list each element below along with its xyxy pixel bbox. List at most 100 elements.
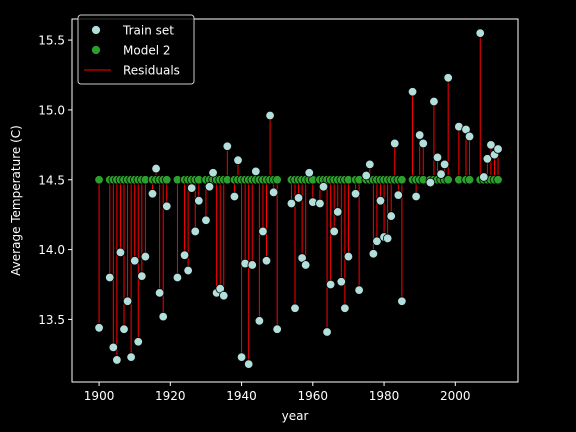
model-point: [397, 175, 407, 185]
model-points: [94, 175, 503, 185]
train-point: [183, 265, 193, 276]
train-point: [137, 271, 147, 281]
y-tick-label: 14.0: [38, 243, 65, 257]
train-point: [475, 28, 485, 38]
train-point: [129, 256, 140, 266]
train-point: [140, 251, 151, 262]
train-point: [382, 233, 393, 244]
train-point: [112, 355, 122, 365]
train-point: [254, 316, 265, 326]
train-point: [208, 168, 218, 178]
train-point: [122, 296, 133, 306]
train-point: [375, 196, 386, 206]
train-point: [119, 324, 129, 334]
legend-train-marker: [91, 25, 101, 35]
train-point: [158, 311, 168, 322]
train-point: [325, 279, 336, 290]
y-tick-label: 13.5: [38, 313, 65, 327]
train-point: [194, 196, 204, 206]
x-tick-label: 1920: [155, 389, 186, 403]
train-point: [126, 352, 136, 362]
train-point: [151, 163, 161, 174]
train-point: [265, 110, 275, 121]
train-point: [133, 337, 143, 347]
model-point: [272, 175, 282, 185]
train-points: [94, 28, 503, 369]
legend-model-label: Model 2: [123, 44, 170, 58]
train-point: [315, 198, 325, 209]
train-point: [286, 198, 297, 209]
train-point: [486, 140, 496, 150]
train-point: [479, 172, 489, 182]
train-point: [365, 159, 375, 170]
train-point: [304, 168, 314, 178]
train-point: [201, 215, 211, 225]
train-point: [436, 169, 446, 179]
train-point: [372, 236, 382, 246]
x-tick-label: 1980: [369, 389, 400, 403]
model-point: [94, 175, 104, 185]
legend-residual-label: Residuals: [123, 64, 180, 78]
y-axis-label: Average Temperature (C): [9, 125, 23, 276]
train-point: [350, 189, 361, 199]
train-point: [418, 138, 428, 149]
y-tick-label: 14.5: [38, 173, 65, 187]
y-tick-label: 15.0: [38, 103, 65, 117]
train-point: [329, 226, 339, 237]
legend: Train set Model 2 Residuals: [77, 14, 195, 85]
train-point: [293, 193, 304, 203]
train-point: [268, 187, 279, 198]
train-point: [368, 249, 379, 259]
train-point: [179, 250, 190, 260]
train-point: [340, 303, 350, 313]
legend-box: [77, 14, 195, 85]
train-point: [243, 359, 254, 369]
train-point: [354, 285, 364, 295]
train-point: [94, 323, 104, 333]
x-tick-label: 2000: [440, 389, 471, 403]
train-point: [172, 272, 183, 283]
train-point: [429, 96, 439, 107]
train-point: [229, 191, 240, 202]
train-point: [300, 260, 311, 270]
train-point: [272, 324, 282, 334]
train-point: [464, 131, 475, 142]
train-point: [493, 144, 503, 154]
y-tick-label: 15.5: [38, 34, 65, 48]
legend-train-label: Train set: [122, 24, 174, 38]
train-point: [407, 87, 418, 97]
train-point: [333, 207, 343, 217]
train-point: [251, 166, 261, 177]
y-axis-ticks: 13.5 14.0 14.5 15.0 15.5: [38, 34, 72, 327]
train-point: [290, 303, 300, 313]
train-point: [154, 288, 165, 298]
train-point: [233, 155, 243, 165]
x-tick-label: 1900: [84, 389, 115, 403]
train-point: [390, 138, 400, 149]
train-point: [397, 296, 407, 306]
x-tick-label: 1940: [226, 389, 257, 403]
train-point: [236, 352, 247, 362]
train-point: [322, 327, 332, 337]
train-point: [190, 226, 200, 237]
train-point: [482, 154, 493, 164]
train-point: [204, 182, 215, 192]
train-point: [361, 170, 371, 181]
plot-frame: [71, 18, 519, 383]
train-point: [318, 182, 329, 192]
train-point: [343, 251, 354, 262]
train-point: [115, 247, 126, 258]
x-axis-ticks: 1900 1920 1940 1960 1980 2000: [84, 382, 471, 403]
train-point: [261, 256, 272, 266]
train-point: [219, 290, 229, 301]
train-point: [411, 191, 421, 202]
train-point: [105, 272, 115, 283]
train-point: [162, 201, 172, 211]
train-point: [222, 141, 233, 151]
train-point: [425, 177, 436, 188]
train-point: [439, 159, 450, 170]
train-point: [414, 130, 425, 140]
x-tick-label: 1960: [298, 389, 329, 403]
model-point: [493, 175, 503, 185]
